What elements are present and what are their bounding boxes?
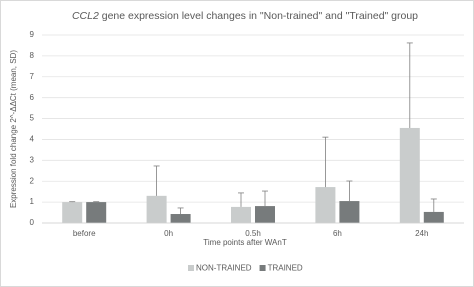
legend-label: TRAINED — [268, 264, 303, 273]
title-gene: CCL2 — [72, 10, 99, 22]
y-axis-label: Expression fold change 2^-ΔΔCt (mean, SD… — [9, 50, 18, 208]
y-tick-label: 1 — [30, 197, 35, 206]
y-tick-label: 4 — [30, 135, 35, 144]
x-tick-label: 24h — [415, 229, 428, 238]
x-tick-label: 0h — [164, 229, 173, 238]
bar — [170, 214, 191, 223]
bar — [146, 195, 167, 223]
bar — [315, 187, 336, 223]
y-tick-label: 5 — [30, 114, 35, 123]
bar — [231, 206, 251, 223]
x-tick-label: 0.5h — [245, 229, 261, 238]
chart-title: CCL2 gene expression level changes in "N… — [72, 10, 418, 22]
bar — [399, 127, 420, 223]
bar — [86, 202, 107, 223]
legend-swatch — [259, 265, 266, 271]
bar — [62, 202, 83, 223]
legend-swatch — [188, 265, 194, 271]
y-tick-label: 0 — [30, 218, 35, 227]
y-tick-label: 6 — [30, 93, 35, 102]
y-tick-label: 2 — [30, 176, 35, 185]
y-tick-label: 7 — [30, 72, 35, 81]
x-tick-label: before — [73, 229, 96, 238]
title-rest: gene expression level changes in "Non-tr… — [99, 10, 418, 22]
x-axis-label: Time points after WAnT — [203, 238, 287, 247]
bar — [423, 211, 444, 223]
bar — [339, 201, 360, 223]
legend-label: NON-TRAINED — [196, 264, 252, 273]
y-tick-label: 3 — [30, 155, 35, 164]
bar — [255, 206, 275, 223]
x-tick-label: 6h — [333, 229, 342, 238]
y-tick-label: 8 — [30, 51, 35, 60]
y-tick-label: 9 — [30, 30, 35, 39]
